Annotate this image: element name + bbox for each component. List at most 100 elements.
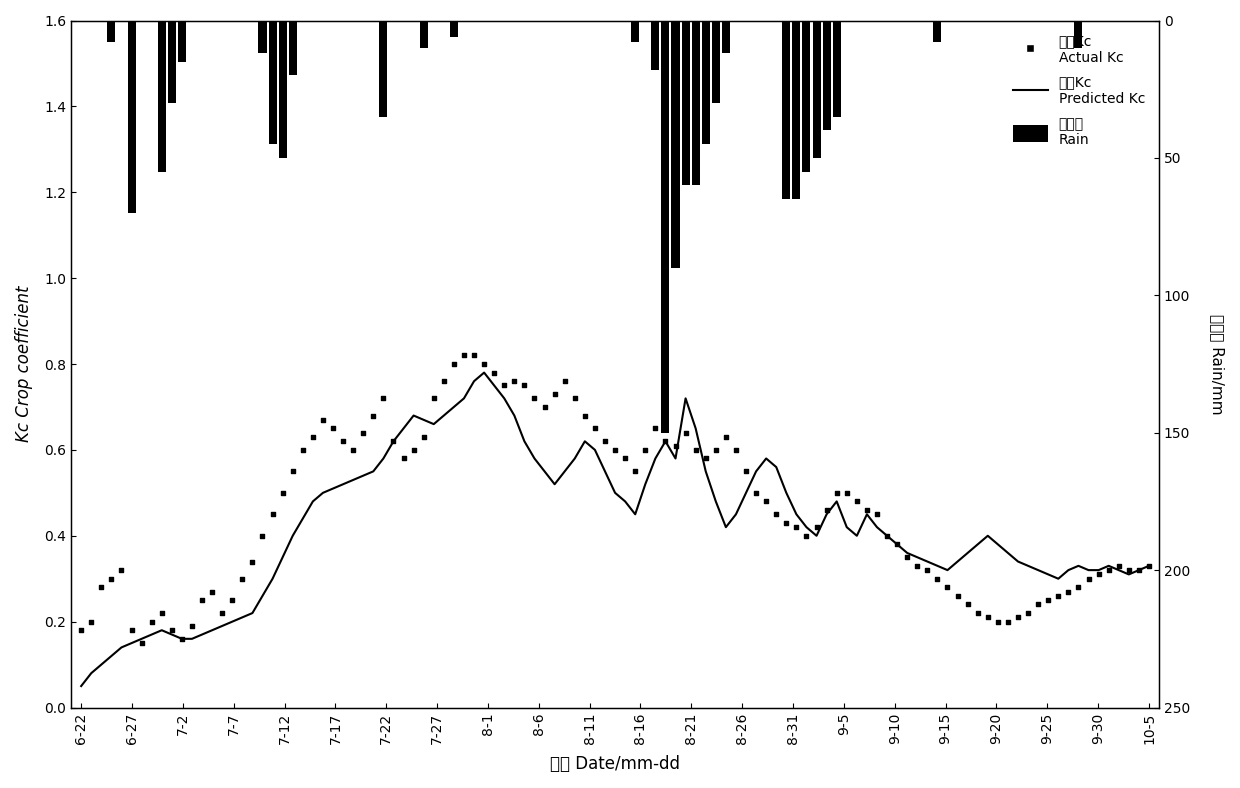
Point: [887, 538, 906, 551]
Point: [676, 426, 696, 439]
Point: [595, 435, 615, 448]
Point: [334, 435, 353, 448]
Point: [212, 607, 232, 619]
Point: [202, 585, 222, 598]
Point: [967, 607, 987, 619]
Point: [263, 508, 283, 521]
Point: [1038, 594, 1058, 607]
Point: [706, 444, 725, 456]
Bar: [802, 20, 811, 172]
Point: [656, 435, 676, 448]
Bar: [692, 20, 699, 185]
Point: [1109, 559, 1128, 572]
Point: [122, 624, 141, 637]
Point: [303, 431, 322, 444]
Point: [222, 594, 242, 607]
Point: [182, 619, 202, 632]
Point: [988, 615, 1008, 628]
Bar: [167, 20, 176, 103]
Point: [837, 486, 857, 499]
Bar: [672, 20, 680, 268]
Point: [746, 486, 766, 499]
Point: [1079, 572, 1099, 585]
Point: [162, 624, 182, 637]
Point: [1099, 564, 1118, 577]
Point: [918, 564, 937, 577]
Point: [485, 366, 505, 379]
Point: [102, 572, 122, 585]
Point: [343, 444, 363, 456]
Point: [273, 486, 293, 499]
Point: [544, 388, 564, 400]
Point: [515, 379, 534, 392]
Bar: [651, 20, 660, 70]
Bar: [108, 20, 115, 43]
Y-axis label: Kc Crop coefficient: Kc Crop coefficient: [15, 286, 33, 442]
Point: [756, 495, 776, 507]
Bar: [279, 20, 286, 158]
Point: [554, 375, 574, 388]
Bar: [631, 20, 640, 43]
Point: [404, 444, 424, 456]
Point: [686, 444, 706, 456]
Point: [1028, 598, 1048, 611]
Point: [383, 435, 403, 448]
Point: [947, 589, 967, 602]
Bar: [832, 20, 841, 117]
Bar: [379, 20, 387, 117]
Point: [151, 607, 171, 619]
Point: [243, 556, 263, 568]
Point: [363, 409, 383, 422]
Point: [324, 422, 343, 435]
Point: [1140, 559, 1159, 572]
Bar: [128, 20, 135, 213]
Point: [454, 349, 474, 362]
Point: [534, 400, 554, 413]
Point: [414, 431, 434, 444]
Point: [393, 452, 413, 465]
Point: [776, 517, 796, 530]
Point: [737, 465, 756, 478]
X-axis label: 日期 Date/mm-dd: 日期 Date/mm-dd: [551, 755, 680, 773]
Point: [766, 508, 786, 521]
Bar: [712, 20, 720, 103]
Bar: [822, 20, 831, 131]
Point: [847, 495, 867, 507]
Point: [505, 375, 525, 388]
Point: [928, 572, 947, 585]
Point: [877, 530, 897, 542]
Point: [283, 465, 303, 478]
Point: [141, 615, 161, 628]
Bar: [157, 20, 166, 172]
Point: [908, 559, 928, 572]
Point: [727, 444, 746, 456]
Bar: [682, 20, 689, 185]
Bar: [792, 20, 801, 199]
Point: [857, 504, 877, 516]
Bar: [419, 20, 428, 48]
Point: [92, 581, 112, 593]
Bar: [269, 20, 277, 144]
Point: [696, 452, 715, 465]
Point: [112, 564, 131, 577]
Bar: [289, 20, 296, 76]
Point: [353, 426, 373, 439]
Point: [666, 439, 686, 452]
Point: [1048, 589, 1068, 602]
Bar: [661, 20, 670, 433]
Point: [998, 615, 1018, 628]
Point: [293, 444, 312, 456]
Point: [424, 392, 444, 405]
Bar: [1074, 20, 1083, 48]
Point: [575, 409, 595, 422]
Bar: [782, 20, 790, 199]
Point: [464, 349, 484, 362]
Point: [827, 486, 847, 499]
Bar: [722, 20, 730, 54]
Point: [565, 392, 585, 405]
Point: [525, 392, 544, 405]
Point: [192, 594, 212, 607]
Point: [585, 422, 605, 435]
Point: [615, 452, 635, 465]
Point: [172, 633, 192, 645]
